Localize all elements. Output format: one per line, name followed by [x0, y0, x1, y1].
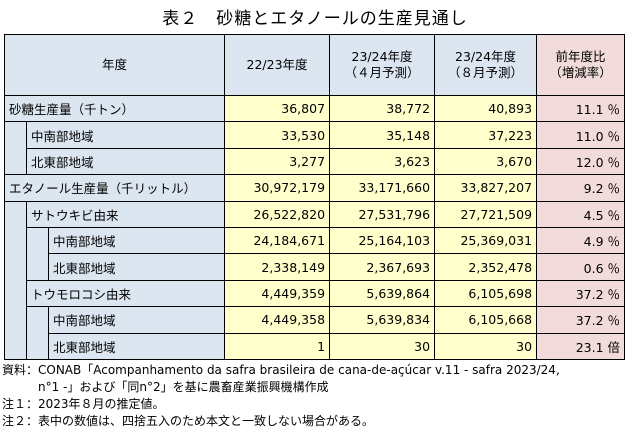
cell-value: 25,369,031: [434, 226, 538, 255]
cell-value: 30: [434, 332, 538, 361]
production-table: 年度 22/23年度 23/24年度 （４月予測） 23/24年度 （８月予測） 前…: [3, 34, 626, 361]
cell-ratio: 37.2 ％: [536, 279, 626, 308]
cell-value: 40,893: [434, 94, 538, 123]
cell-value: 30,972,179: [224, 174, 331, 202]
cell-value: 2,367,693: [329, 253, 436, 281]
header-col2-line1: 23/24年度: [351, 48, 413, 64]
cell-value: 1: [224, 332, 331, 361]
cell-ratio: 4.9 ％: [536, 226, 626, 255]
row-label: トウモロコシ由来: [25, 279, 226, 308]
cell-value: 35,148: [329, 121, 436, 149]
cell-value: 27,531,796: [329, 200, 436, 228]
page-title: 表２ 砂糖とエタノールの生産見通し: [162, 9, 468, 29]
table-row: 北東部地域 2,338,149 2,367,693 2,352,478 0.6 …: [5, 253, 626, 281]
row-label: エタノール生産量（千リットル）: [3, 174, 226, 202]
cell-value: 33,530: [224, 121, 331, 149]
row-label: サトウキビ由来: [25, 200, 226, 228]
table-row: サトウキビ由来 26,522,820 27,531,796 27,721,509…: [4, 200, 626, 361]
cell-value: 25,164,103: [329, 226, 436, 255]
indent-cell: [26, 226, 49, 281]
cell-value: 24,184,671: [224, 226, 331, 255]
header-col4-line2: （増減率）: [549, 64, 612, 80]
note-2: 注２：表中の数値は、四捨五入のため本文と一致しない場合がある。: [2, 414, 375, 428]
cell-ratio: 12.0 ％: [536, 147, 626, 176]
cell-value: 37,223: [434, 121, 538, 149]
cell-ratio: 37.2 ％: [536, 306, 626, 334]
table-row: エタノール生産量（千リットル） 30,972,179 33,171,660 33…: [3, 174, 626, 202]
header-col4-line1: 前年度比: [555, 48, 606, 64]
cell-value: 5,639,834: [329, 306, 436, 334]
footnotes: 資料：CONAB「Acompanhamento da safra brasile…: [2, 362, 560, 430]
row-label: 北東部地域: [25, 147, 226, 176]
cell-value: 4,449,358: [224, 306, 331, 334]
cell-value: 4,449,359: [224, 279, 331, 308]
cell-ratio: 4.5 ％: [536, 200, 626, 228]
table-row: 北東部地域 1 30 30 23.1 倍: [5, 332, 626, 361]
cell-value: 3,670: [434, 147, 538, 176]
indent-cell: [26, 306, 49, 360]
row-label: 砂糖生産量（千トン）: [3, 94, 226, 123]
cell-value: 36,807: [224, 94, 331, 123]
cell-value: 6,105,698: [434, 279, 538, 308]
cell-value: 3,277: [224, 147, 331, 176]
table-row: 中南部地域 24,184,671 25,164,103 25,369,031 4…: [5, 226, 626, 281]
cell-ratio: 11.0 ％: [536, 121, 626, 149]
header-col2-line2: （４月予測）: [344, 64, 420, 80]
row-label: 中南部地域: [47, 306, 226, 334]
cell-value: 27,721,509: [434, 200, 538, 228]
header-col3: 23/24年度 （８月予測）: [434, 34, 538, 96]
header-col2: 23/24年度 （４月予測）: [329, 34, 436, 96]
table-row: 中南部地域 4,449,358 5,639,834 6,105,668 37.2…: [5, 306, 626, 360]
cell-value: 33,827,207: [434, 174, 538, 202]
cell-ratio: 0.6 ％: [536, 253, 626, 281]
table-row: トウモロコシ由来 4,449,359 5,639,864 6,105,698 3…: [5, 279, 626, 308]
table-header-row: 年度 22/23年度 23/24年度 （４月予測） 23/24年度 （８月予測） 前…: [3, 34, 626, 96]
cell-value: 30: [329, 332, 436, 361]
cell-value: 5,639,864: [329, 279, 436, 308]
cell-value: 33,171,660: [329, 174, 436, 202]
cell-value: 2,338,149: [224, 253, 331, 281]
row-label: 中南部地域: [47, 226, 226, 255]
table-row: 砂糖生産量（千トン） 36,807 38,772 40,893 11.1 ％: [3, 94, 626, 123]
note-1: 注１：2023年８月の推定値。: [2, 397, 165, 411]
table-row: 北東部地域 3,277 3,623 3,670 12.0 ％: [5, 147, 626, 176]
cell-ratio: 9.2 ％: [536, 174, 626, 202]
indent-cell: [4, 121, 27, 176]
cell-value: 2,352,478: [434, 253, 538, 281]
header-col4: 前年度比 （増減率）: [536, 34, 626, 96]
source-note-line1: 資料：CONAB「Acompanhamento da safra brasile…: [2, 363, 560, 377]
row-label: 中南部地域: [25, 121, 226, 149]
header-col3-line1: 23/24年度: [455, 48, 517, 64]
header-col3-line2: （８月予測）: [448, 64, 524, 80]
row-label: 北東部地域: [47, 332, 226, 361]
cell-value: 38,772: [329, 94, 436, 123]
header-col1: 22/23年度: [224, 34, 331, 96]
cell-ratio: 23.1 倍: [536, 332, 626, 361]
cell-ratio: 11.1 ％: [536, 94, 626, 123]
cell-value: 26,522,820: [224, 200, 331, 228]
indent-cell: [4, 200, 27, 361]
table-row: 中南部地域 33,530 35,148 37,223 11.0 ％: [4, 121, 626, 176]
header-category: 年度: [3, 34, 226, 96]
source-note-line2: n°1 -」および「同n°2」を基に農畜産業振興機構作成: [38, 380, 329, 394]
cell-value: 6,105,668: [434, 306, 538, 334]
cell-value: 3,623: [329, 147, 436, 176]
row-label: 北東部地域: [47, 253, 226, 281]
